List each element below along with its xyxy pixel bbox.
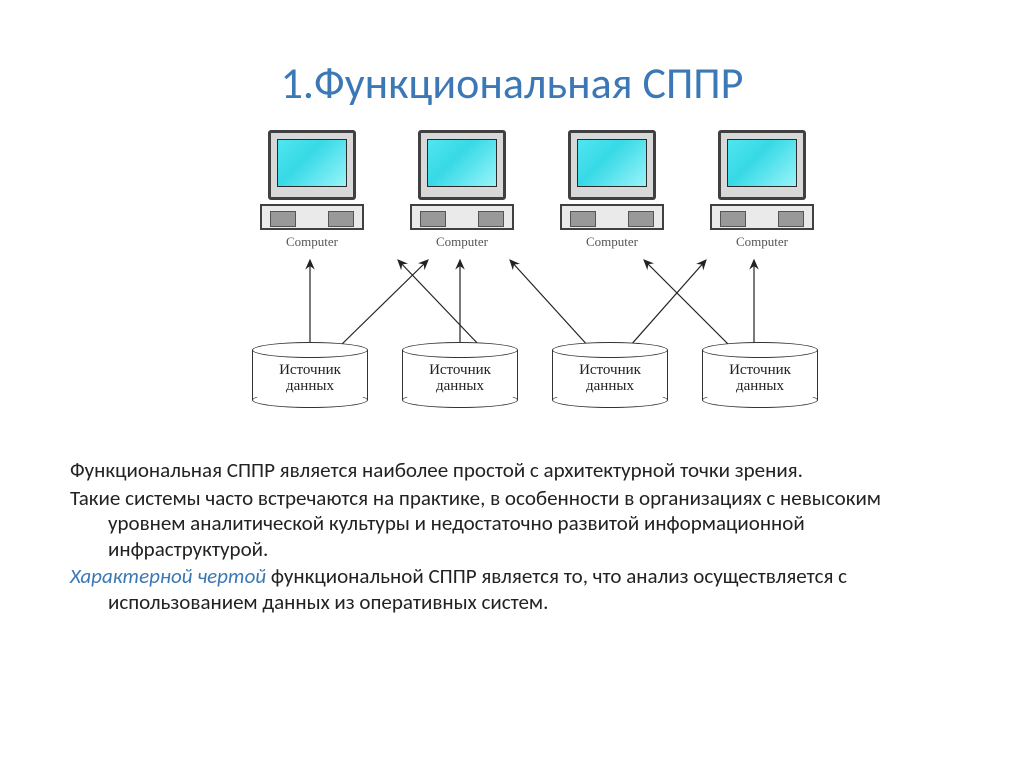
- computer-node: Computer: [552, 130, 672, 250]
- desktop-icon: [260, 204, 364, 230]
- computer-label: Computer: [702, 234, 822, 250]
- datasource-node: Источникданных: [250, 342, 370, 408]
- computer-node: Computer: [402, 130, 522, 250]
- computer-label: Computer: [552, 234, 672, 250]
- desktop-icon: [410, 204, 514, 230]
- monitor-icon: [568, 130, 656, 200]
- paragraph: Такие системы часто встречаются на практ…: [70, 486, 954, 563]
- computer-node: Computer: [702, 130, 822, 250]
- monitor-icon: [268, 130, 356, 200]
- datasource-node: Источникданных: [700, 342, 820, 408]
- paragraph: Характерной чертой функциональной СППР я…: [70, 564, 954, 615]
- desktop-icon: [560, 204, 664, 230]
- body-text: Функциональная СППР является наиболее пр…: [0, 430, 1024, 616]
- accent-phrase: Характерной чертой: [70, 563, 266, 589]
- desktop-icon: [710, 204, 814, 230]
- computer-label: Computer: [252, 234, 372, 250]
- paragraph: Функциональная СППР является наиболее пр…: [70, 458, 954, 484]
- architecture-diagram: Computer Computer Computer Computer Исто…: [192, 130, 832, 430]
- monitor-icon: [718, 130, 806, 200]
- datasource-node: Источникданных: [550, 342, 670, 408]
- datasource-node: Источникданных: [400, 342, 520, 408]
- monitor-icon: [418, 130, 506, 200]
- computer-label: Computer: [402, 234, 522, 250]
- page-title: 1.Функциональная СППР: [0, 0, 1024, 130]
- computer-node: Computer: [252, 130, 372, 250]
